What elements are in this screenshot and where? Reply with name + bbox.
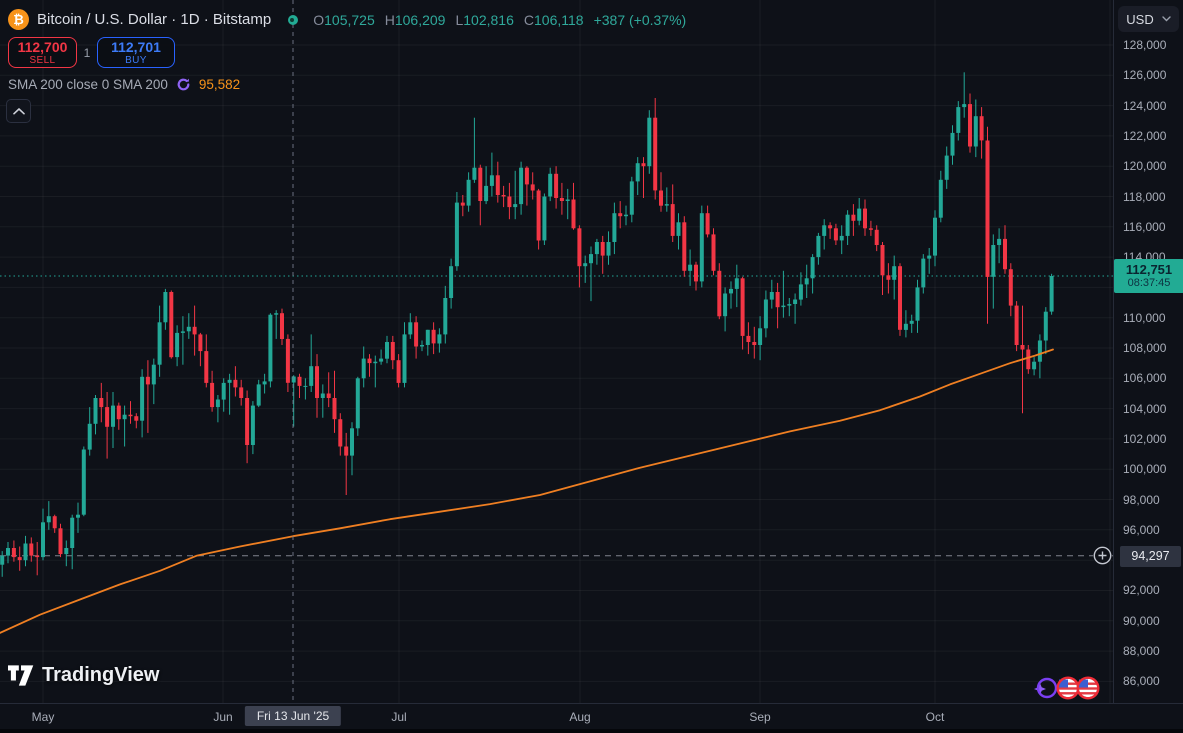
indicator-legend[interactable]: SMA 200 close 0 SMA 200 95,582 [8, 77, 240, 92]
buy-button[interactable]: 112,701 BUY [97, 37, 175, 68]
add-order-icon[interactable] [1093, 546, 1112, 566]
price-tick-label: 128,000 [1123, 38, 1167, 52]
price-tick-label: 102,000 [1123, 431, 1167, 446]
market-status-icon[interactable] [288, 14, 299, 25]
sell-button[interactable]: 112,700 SELL [8, 37, 77, 68]
buy-price: 112,701 [111, 38, 161, 55]
price-tick-label: 92,000 [1123, 583, 1160, 598]
low-value: 102,816 [463, 11, 514, 28]
tradingview-logo-text: TradingView [42, 664, 160, 686]
candlestick-chart[interactable] [0, 0, 1113, 703]
sell-price: 112,700 [17, 38, 68, 55]
symbol-legend: ₿ Bitcoin / U.S. Dollar · 1D · Bitstamp … [8, 9, 686, 30]
price-tick-label: 96,000 [1123, 522, 1160, 537]
time-tick-label: May [31, 710, 55, 724]
tradingview-logo[interactable]: TradingView [8, 664, 159, 687]
currency-label: USD [1126, 11, 1154, 27]
indicator-value: 95,582 [198, 77, 241, 92]
bitcoin-icon: ₿ [8, 9, 29, 30]
indicator-refresh-icon [176, 77, 191, 92]
time-axis[interactable]: May Jun Jul Aug Sep Oct Fri 13 Jun '25 [0, 703, 1183, 729]
price-tick-label: 104,000 [1123, 401, 1167, 416]
price-tick-label: 118,000 [1123, 189, 1166, 204]
price-level-label: 94,297 [1120, 545, 1181, 567]
price-tick-label: 106,000 [1123, 371, 1167, 386]
bar-countdown: 08:37:45 [1127, 277, 1171, 290]
open-label: O [313, 11, 325, 28]
time-tick-label: Jul [391, 710, 407, 724]
tradingview-logo-icon [8, 665, 34, 686]
time-tick-label: Oct [925, 710, 945, 724]
trade-buttons: 112,700 SELL 1 112,701 BUY [8, 37, 175, 68]
spread-value: 1 [83, 45, 91, 60]
currency-selector[interactable]: USD [1118, 6, 1179, 32]
high-value: 106,209 [394, 11, 446, 28]
chevron-up-icon [12, 107, 25, 114]
time-tick-label: Aug [569, 710, 591, 724]
price-tick-label: 86,000 [1123, 674, 1160, 689]
close-label: C [523, 11, 534, 28]
candles [0, 72, 1054, 577]
low-label: L [455, 11, 464, 28]
sparkle-icon [1034, 683, 1046, 695]
last-price-value: 112,751 [1125, 261, 1173, 277]
time-tick-label: Sep [749, 710, 771, 724]
us-flag-icon [1076, 676, 1100, 700]
price-tick-label: 108,000 [1123, 341, 1167, 356]
open-value: 105,725 [324, 11, 375, 28]
indicator-name: SMA 200 close 0 SMA 200 [8, 77, 168, 92]
last-price-badge: 112,751 08:37:45 [1114, 259, 1183, 294]
economic-event-icons[interactable] [1030, 673, 1102, 708]
us-flag-icon [1056, 676, 1080, 700]
price-tick-label: 126,000 [1123, 68, 1167, 83]
price-tick-label: 110,000 [1123, 310, 1166, 325]
price-tick-label: 90,000 [1123, 613, 1160, 628]
time-tick-label: Jun [213, 710, 233, 724]
price-axis[interactable]: 128,000 126,000 124,000 122,000 120,000 118,0… [1113, 0, 1183, 703]
high-label: H [384, 11, 395, 28]
crosshair-date-label: Fri 13 Jun '25 [244, 706, 342, 726]
price-tick-label: 120,000 [1123, 159, 1167, 174]
price-tick-label: 122,000 [1123, 128, 1167, 143]
close-value: 106,118 [534, 11, 584, 28]
buy-label: BUY [125, 54, 147, 66]
symbol-title[interactable]: Bitcoin / U.S. Dollar · 1D · Bitstamp [37, 11, 272, 28]
price-tick-label: 116,000 [1123, 219, 1166, 234]
chevron-down-icon [1162, 16, 1171, 22]
grid-lines [0, 0, 1113, 703]
price-tick-label: 100,000 [1123, 462, 1167, 477]
price-tick-label: 124,000 [1123, 98, 1167, 113]
sell-label: SELL [29, 54, 56, 66]
change-value: +387 (+0.37%) [593, 11, 687, 28]
event-ring-icon [1036, 677, 1058, 699]
price-tick-label: 98,000 [1123, 492, 1160, 507]
window-bottom-edge [0, 729, 1183, 733]
collapse-legend-button[interactable] [6, 99, 31, 123]
ohlc-values: O105,725 H106,209 L102,816 C106,118 +387… [313, 12, 686, 28]
price-tick-label: 88,000 [1123, 644, 1160, 659]
sma-200-line [0, 348, 1054, 634]
